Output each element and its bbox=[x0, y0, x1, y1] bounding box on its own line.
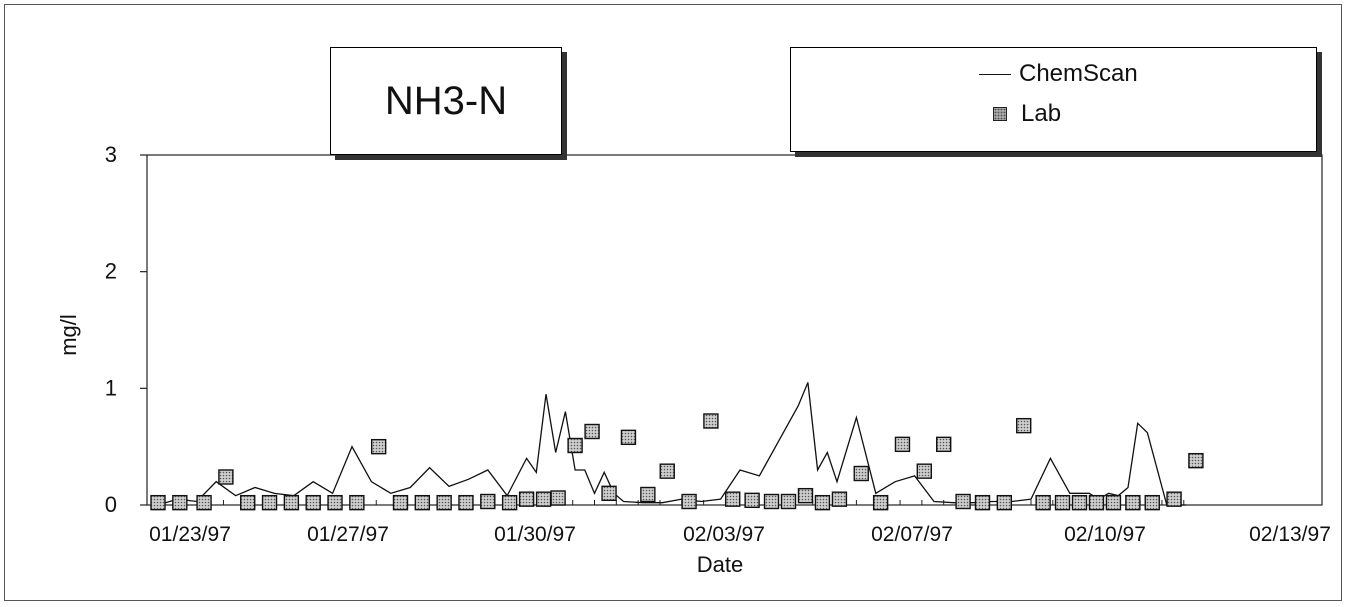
lab-point bbox=[370, 438, 387, 455]
lab-point bbox=[814, 494, 831, 511]
lab-point bbox=[681, 493, 697, 510]
lab-point bbox=[283, 494, 300, 511]
lab-point bbox=[327, 494, 343, 511]
lab-point bbox=[1125, 494, 1141, 511]
lab-point bbox=[567, 437, 583, 454]
lab-point bbox=[518, 491, 535, 507]
lab-point bbox=[936, 436, 952, 453]
y-axis-label: mg/l bbox=[56, 314, 81, 356]
plot-area bbox=[146, 154, 1323, 506]
x-tick-label: 02/07/97 bbox=[871, 523, 953, 546]
lab-point bbox=[1071, 494, 1088, 511]
lab-point bbox=[1016, 417, 1032, 434]
lab-point bbox=[640, 486, 656, 503]
x-axis-label: Date bbox=[697, 552, 743, 577]
legend-label-lab: Lab bbox=[1021, 100, 1062, 127]
lab-point bbox=[150, 494, 166, 511]
lab-point bbox=[240, 494, 256, 511]
y-tick-label: 0 bbox=[105, 492, 117, 517]
lab-point bbox=[763, 493, 780, 510]
lab-point bbox=[853, 465, 869, 482]
lab-point bbox=[620, 429, 637, 446]
x-tick-label: 02/10/97 bbox=[1064, 523, 1146, 546]
y-axis: 0 1 2 3 bbox=[105, 142, 147, 517]
lab-point bbox=[349, 494, 365, 511]
lab-point bbox=[1035, 494, 1051, 511]
x-tick-label: 01/23/97 bbox=[149, 523, 231, 546]
series-layer bbox=[150, 382, 1204, 511]
legend-entry-lab: Lab bbox=[979, 100, 1061, 128]
legend-label-chemscan: ChemScan bbox=[1019, 60, 1138, 87]
legend-line-icon bbox=[979, 73, 1011, 75]
x-tick-label: 02/13/97 bbox=[1249, 523, 1331, 546]
lab-point bbox=[550, 490, 566, 506]
legend-entry-chemscan: ChemScan bbox=[979, 60, 1138, 88]
lab-point bbox=[974, 494, 991, 511]
lab-point bbox=[744, 492, 760, 509]
lab-point bbox=[831, 491, 848, 507]
lab-point bbox=[872, 494, 889, 511]
chart-frame bbox=[4, 4, 1342, 601]
lab-point bbox=[1166, 491, 1182, 507]
lab-point bbox=[955, 493, 971, 510]
x-tick-label: 02/03/97 bbox=[683, 523, 765, 546]
lab-point bbox=[601, 485, 617, 502]
lab-point bbox=[261, 494, 278, 511]
lab-point bbox=[1188, 452, 1204, 469]
lab-point bbox=[1088, 494, 1105, 511]
x-tick-label: 01/27/97 bbox=[307, 523, 389, 546]
lab-point bbox=[414, 494, 431, 511]
lab-point bbox=[480, 493, 496, 510]
lab-point bbox=[703, 413, 719, 429]
lab-point bbox=[916, 463, 932, 479]
lab-point bbox=[659, 463, 675, 479]
lab-point bbox=[797, 487, 814, 504]
lab-point bbox=[780, 493, 797, 510]
lab-point bbox=[1105, 494, 1122, 511]
lab-point bbox=[1054, 494, 1071, 511]
y-tick-label: 1 bbox=[105, 375, 117, 400]
chart-title-box: NH3-N bbox=[330, 47, 562, 155]
lab-point bbox=[458, 494, 474, 511]
x-axis: 01/23/97 01/27/97 01/30/97 02/03/97 02/07/97… bbox=[149, 500, 1331, 546]
lab-point bbox=[1144, 494, 1160, 511]
lab-point bbox=[218, 469, 234, 485]
lab-point bbox=[305, 494, 321, 511]
lab-point bbox=[501, 494, 518, 511]
lab-point bbox=[196, 494, 212, 511]
series-line-chemscan bbox=[157, 382, 1187, 506]
legend: ChemScan Lab bbox=[790, 47, 1317, 152]
lab-point bbox=[436, 494, 452, 511]
lab-point bbox=[535, 491, 552, 507]
lab-point bbox=[172, 494, 188, 511]
legend-marker-icon bbox=[993, 107, 1007, 121]
chart-title: NH3-N bbox=[384, 78, 508, 123]
lab-point bbox=[996, 494, 1013, 511]
y-tick-label: 2 bbox=[105, 259, 117, 284]
lab-point bbox=[584, 423, 600, 440]
lab-point bbox=[894, 436, 911, 453]
y-tick-label: 3 bbox=[105, 142, 117, 167]
lab-point bbox=[392, 494, 409, 511]
lab-point bbox=[725, 491, 741, 507]
x-tick-label: 01/30/97 bbox=[494, 523, 576, 546]
